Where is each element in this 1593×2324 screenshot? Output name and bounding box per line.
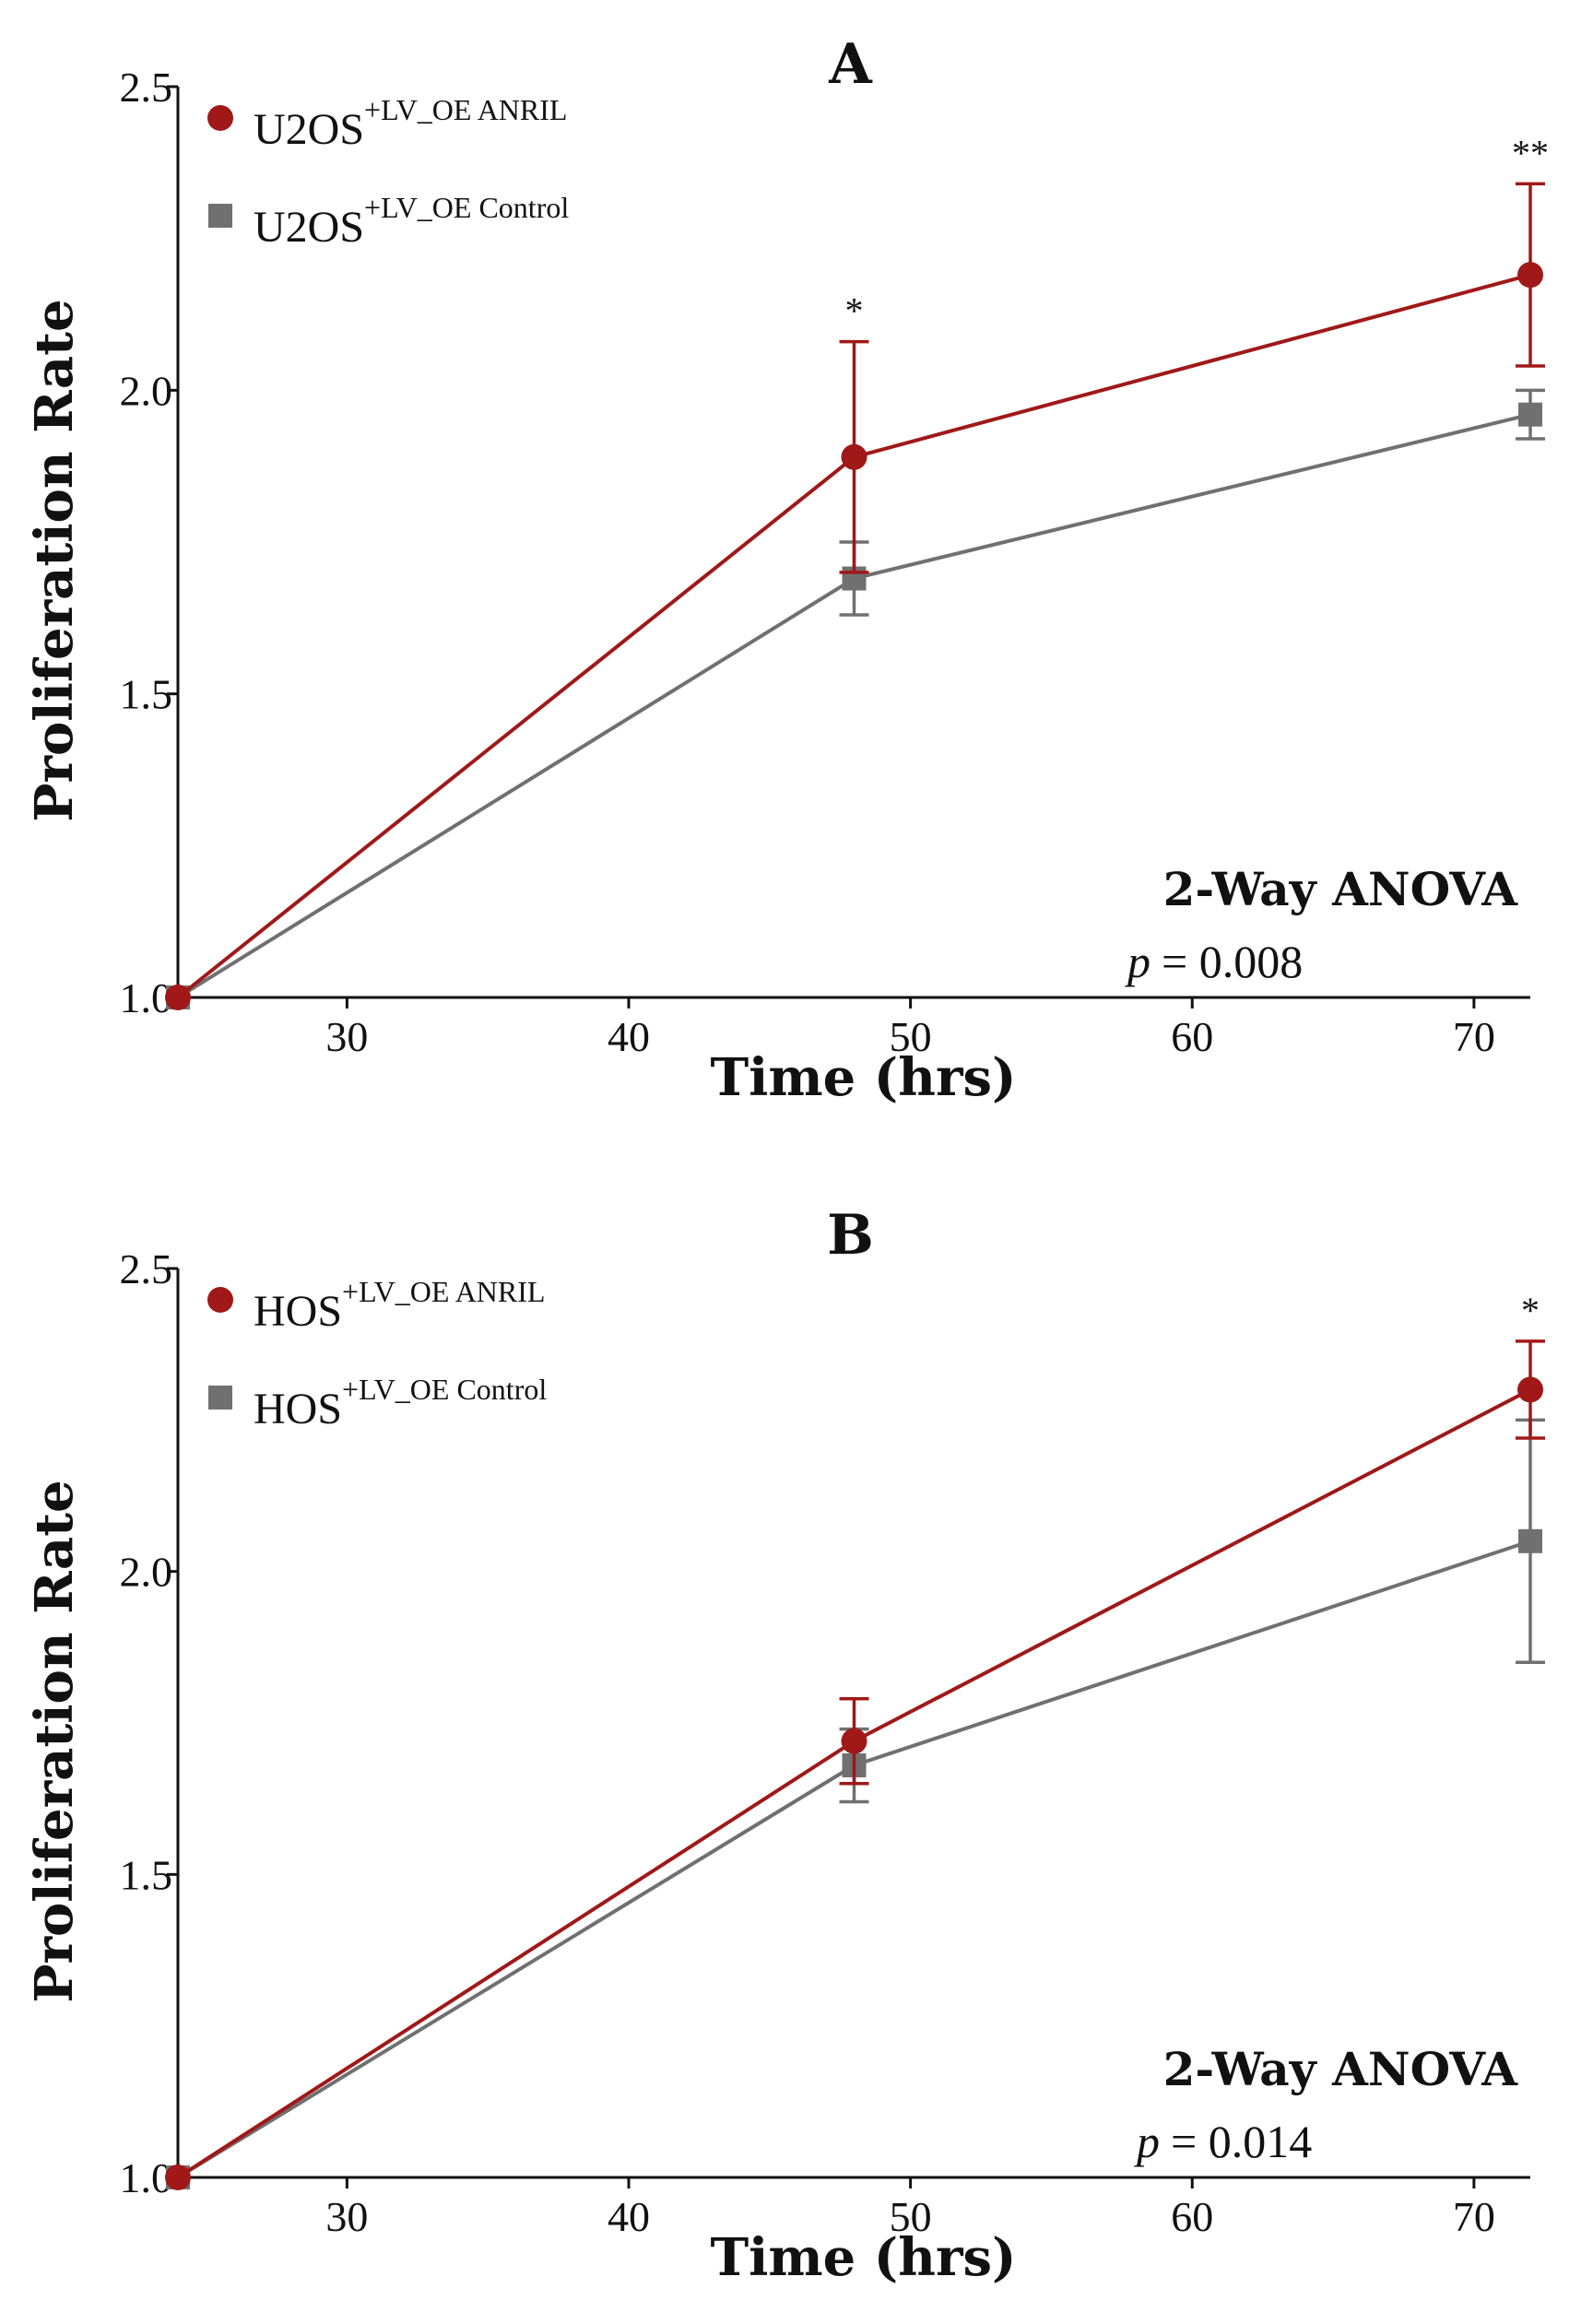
data-point-square [1518, 402, 1542, 427]
y-tick-label: 2.5 [120, 1245, 173, 1292]
data-point-circle [1517, 262, 1543, 289]
x-axis-title: Time (hrs) [710, 1047, 1016, 1108]
panel-label: B [827, 1203, 874, 1268]
legend-label-superscript: +LV_OE ANRIL [364, 93, 567, 126]
significance-marker: * [1521, 1290, 1540, 1331]
y-tick-label: 1.5 [120, 1851, 173, 1898]
legend-label-superscript: +LV_OE Control [364, 191, 569, 224]
legend-label-base: HOS [254, 1385, 342, 1433]
y-tick-label: 1.0 [120, 974, 173, 1021]
p-symbol: p [1125, 936, 1150, 987]
y-tick-label: 1.5 [120, 671, 173, 718]
x-tick-label: 50 [890, 1013, 932, 1060]
anova-title: 2-Way ANOVA [1163, 862, 1519, 916]
significance-marker: * [845, 290, 864, 332]
p-symbol: p [1134, 2116, 1160, 2167]
anova-p-value: p = 0.014 [1134, 2116, 1312, 2167]
y-axis-title: Proliferation Rate [24, 299, 85, 821]
y-tick-label: 2.5 [120, 64, 173, 111]
x-axis-title: Time (hrs) [710, 2227, 1016, 2288]
anova-annotation: 2-Way ANOVA p = 0.008 [1125, 862, 1518, 987]
legend-label-base: HOS [254, 1287, 342, 1336]
data-point-square [1518, 1528, 1542, 1553]
legend-label-base: U2OS [254, 105, 364, 154]
data-point-circle [1517, 1376, 1543, 1403]
data-point-circle [841, 1728, 867, 1754]
p-value: = 0.008 [1162, 936, 1303, 987]
x-tick-label: 30 [325, 2193, 368, 2240]
x-tick-label: 40 [608, 1013, 650, 1060]
x-tick-label: 60 [1171, 2193, 1213, 2240]
x-tick-label: 60 [1171, 1013, 1213, 1060]
data-point-circle [165, 985, 191, 1010]
legend-marker-circle [207, 1287, 233, 1313]
series-anril [165, 182, 1545, 1010]
y-tick-label: 1.0 [120, 2154, 173, 2201]
x-tick-label: 40 [608, 2193, 650, 2240]
chart-panel-a: A 1.0 1.5 2.0 2.5 30 40 50 60 70 Time (hrs) Prolife… [24, 32, 1549, 1108]
data-point-circle [165, 2165, 191, 2190]
legend-label: HOS+LV_OE Control [254, 1373, 547, 1433]
series-anril [165, 1339, 1545, 2190]
panel-label: A [828, 32, 873, 97]
x-tick-label: 70 [1453, 1013, 1495, 1060]
p-value: = 0.014 [1171, 2116, 1312, 2167]
legend-label: U2OS+LV_OE ANRIL [254, 93, 567, 154]
y-tick-label: 2.0 [120, 367, 173, 414]
legend-label: HOS+LV_OE ANRIL [254, 1275, 545, 1336]
anova-title: 2-Way ANOVA [1163, 2042, 1519, 2096]
legend-marker-circle [207, 105, 233, 131]
legend-label-superscript: +LV_OE Control [342, 1373, 547, 1406]
y-axis-title: Proliferation Rate [24, 1480, 85, 2002]
legend-marker-square [208, 204, 232, 228]
legend-label: U2OS+LV_OE Control [254, 191, 569, 252]
x-tick-label: 30 [325, 1013, 368, 1060]
significance-marker: ** [1512, 132, 1549, 173]
legend-label-base: U2OS [254, 203, 364, 252]
y-tick-label: 2.0 [120, 1549, 173, 1596]
x-tick-label: 50 [890, 2193, 932, 2240]
x-tick-label: 70 [1453, 2193, 1495, 2240]
data-point-circle [841, 443, 867, 470]
chart-panel-b: B 1.0 1.5 2.0 2.5 30 40 50 60 70 Time (hrs) Prolife… [24, 1203, 1545, 2288]
legend-label-superscript: +LV_OE ANRIL [342, 1275, 545, 1308]
legend-marker-square [208, 1386, 232, 1410]
anova-p-value: p = 0.008 [1125, 936, 1303, 987]
